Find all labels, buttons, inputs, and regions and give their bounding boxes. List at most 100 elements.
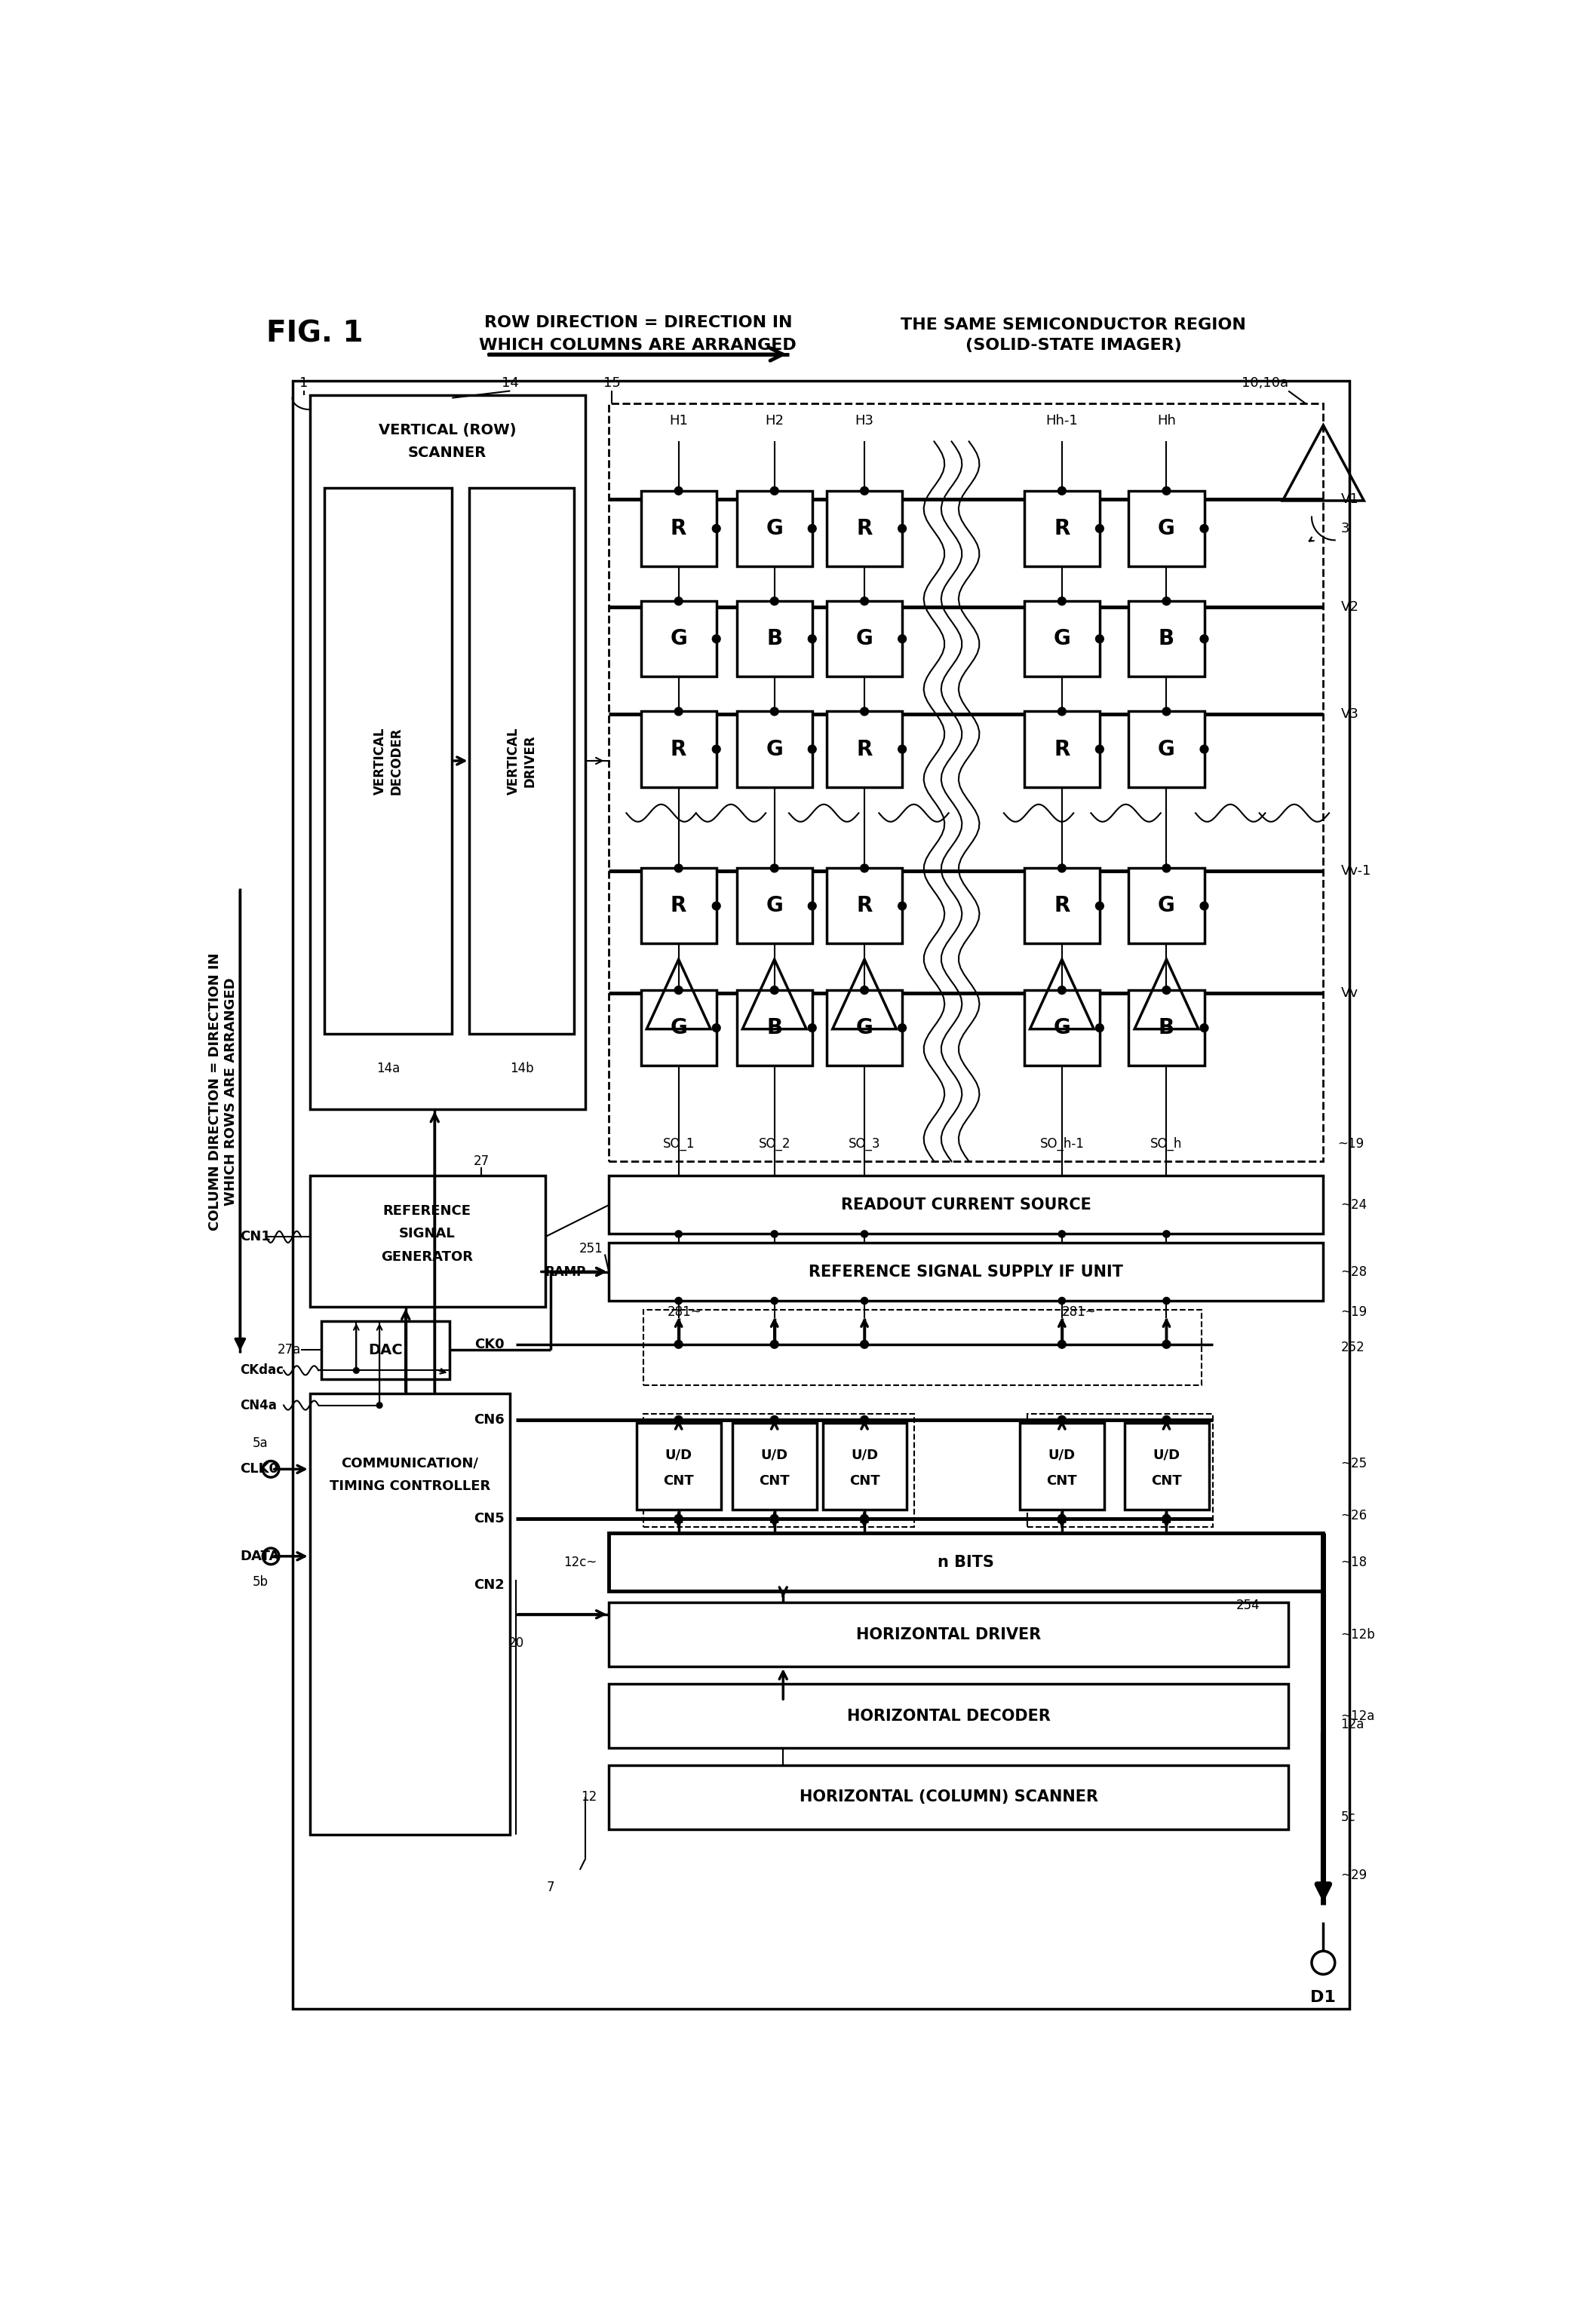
Bar	[609, 404, 1324, 1162]
Circle shape	[1200, 1025, 1208, 1032]
Circle shape	[1200, 746, 1208, 753]
Circle shape	[770, 985, 779, 995]
Bar	[609, 1604, 1289, 1666]
Text: REFERENCE SIGNAL SUPPLY IF UNIT: REFERENCE SIGNAL SUPPLY IF UNIT	[809, 1264, 1124, 1278]
Text: 10,10a: 10,10a	[1241, 376, 1289, 390]
Circle shape	[1162, 706, 1171, 716]
Text: SO_h: SO_h	[1151, 1136, 1182, 1150]
Circle shape	[808, 1025, 816, 1032]
Text: U/D: U/D	[1049, 1448, 1076, 1462]
Circle shape	[1059, 1515, 1066, 1522]
Text: R: R	[857, 518, 873, 539]
Circle shape	[862, 1297, 868, 1304]
Bar	[1020, 1422, 1105, 1511]
Text: B: B	[767, 627, 782, 648]
Circle shape	[1059, 597, 1066, 604]
Circle shape	[898, 634, 906, 644]
Text: CLK0: CLK0	[240, 1462, 279, 1476]
Circle shape	[674, 1229, 682, 1236]
Text: 254: 254	[1236, 1599, 1260, 1613]
Bar	[292, 381, 1349, 2010]
Bar	[641, 869, 716, 944]
Text: ~24: ~24	[1341, 1199, 1366, 1211]
Circle shape	[1162, 486, 1171, 495]
Bar	[1024, 869, 1100, 944]
Circle shape	[860, 1415, 868, 1425]
Circle shape	[770, 1415, 779, 1425]
Circle shape	[1095, 1025, 1103, 1032]
Circle shape	[376, 1401, 382, 1408]
Circle shape	[860, 985, 868, 995]
Text: G: G	[767, 518, 782, 539]
Bar	[1024, 490, 1100, 567]
Text: 14a: 14a	[376, 1062, 400, 1076]
Text: WHICH COLUMNS ARE ARRANGED: WHICH COLUMNS ARE ARRANGED	[479, 337, 797, 353]
Text: B: B	[1159, 1018, 1174, 1039]
Text: 27a: 27a	[278, 1343, 302, 1357]
Circle shape	[770, 1341, 779, 1348]
Circle shape	[1059, 865, 1066, 872]
Bar	[641, 711, 716, 788]
Text: GENERATOR: GENERATOR	[381, 1250, 473, 1264]
Circle shape	[1059, 706, 1066, 716]
Circle shape	[354, 1367, 359, 1373]
Text: Hh-1: Hh-1	[1046, 414, 1078, 428]
Text: Vv-1: Vv-1	[1341, 865, 1371, 878]
Text: CK0: CK0	[475, 1339, 505, 1350]
Text: ~19: ~19	[1338, 1136, 1365, 1150]
Text: ~29: ~29	[1341, 1868, 1366, 1882]
Bar	[827, 490, 901, 567]
Circle shape	[1200, 634, 1208, 644]
Bar	[736, 711, 813, 788]
Bar	[736, 602, 813, 676]
Circle shape	[860, 597, 868, 604]
Text: 14: 14	[501, 376, 519, 390]
Text: H3: H3	[855, 414, 874, 428]
Text: (SOLID-STATE IMAGER): (SOLID-STATE IMAGER)	[965, 337, 1182, 353]
Circle shape	[860, 1341, 868, 1348]
Text: n BITS: n BITS	[938, 1555, 995, 1569]
Bar	[827, 602, 901, 676]
Text: ~12a: ~12a	[1341, 1708, 1374, 1722]
Text: R: R	[1054, 895, 1070, 916]
Text: CNT: CNT	[849, 1473, 879, 1487]
Circle shape	[674, 597, 682, 604]
Text: SO_1: SO_1	[662, 1136, 695, 1150]
Circle shape	[860, 486, 868, 495]
Circle shape	[713, 1025, 720, 1032]
Circle shape	[674, 1515, 682, 1522]
Circle shape	[808, 525, 816, 532]
Circle shape	[860, 706, 868, 716]
Circle shape	[770, 865, 779, 872]
Circle shape	[808, 902, 816, 911]
Circle shape	[1059, 985, 1066, 995]
Text: V1: V1	[1341, 493, 1358, 507]
Circle shape	[1162, 1515, 1171, 1522]
Circle shape	[1095, 746, 1103, 753]
Bar	[641, 602, 716, 676]
Text: B: B	[767, 1018, 782, 1039]
Circle shape	[770, 1515, 779, 1522]
Bar	[609, 1766, 1289, 1829]
Circle shape	[1200, 525, 1208, 532]
Bar	[309, 1176, 544, 1306]
Text: HORIZONTAL (COLUMN) SCANNER: HORIZONTAL (COLUMN) SCANNER	[800, 1789, 1098, 1806]
Text: CN4a: CN4a	[240, 1399, 278, 1413]
Text: R: R	[671, 895, 687, 916]
Text: 3: 3	[1341, 523, 1349, 535]
Bar	[1128, 602, 1205, 676]
Text: READOUT CURRENT SOURCE: READOUT CURRENT SOURCE	[841, 1197, 1092, 1213]
Circle shape	[898, 902, 906, 911]
Circle shape	[770, 486, 779, 495]
Text: COLUMN DIRECTION = DIRECTION IN
WHICH ROWS ARE ARRANGED: COLUMN DIRECTION = DIRECTION IN WHICH RO…	[208, 953, 238, 1232]
Bar	[827, 869, 901, 944]
Text: Hh: Hh	[1157, 414, 1176, 428]
Text: G: G	[767, 739, 782, 760]
Text: CNT: CNT	[1151, 1473, 1182, 1487]
Circle shape	[771, 1229, 778, 1236]
Bar	[641, 990, 716, 1067]
Circle shape	[898, 746, 906, 753]
Text: ~19: ~19	[1341, 1306, 1366, 1320]
Text: COMMUNICATION/: COMMUNICATION/	[341, 1457, 478, 1471]
Text: FIG. 1: FIG. 1	[267, 321, 363, 349]
